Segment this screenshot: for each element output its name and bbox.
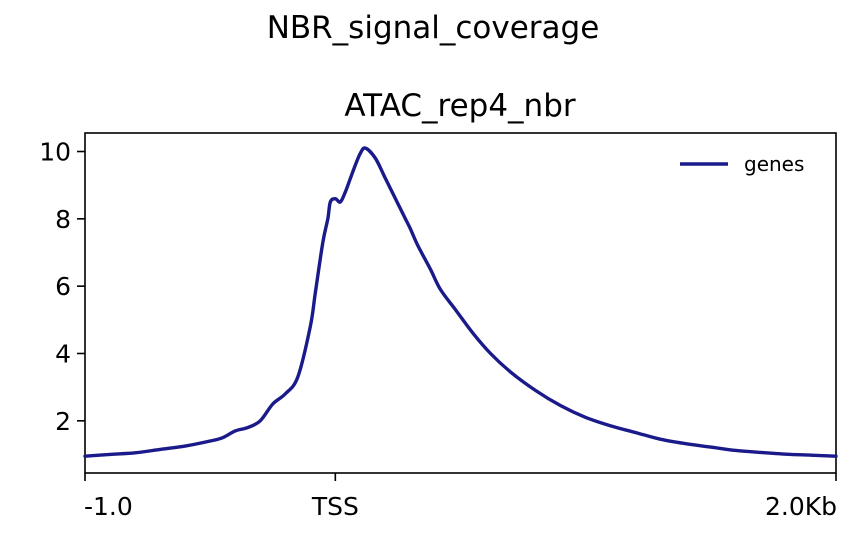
plot-frame <box>84 132 837 474</box>
y-tick-label: 4 <box>55 339 71 368</box>
x-axis: -1.0 TSS 2.0Kb <box>84 473 837 521</box>
y-tick-label: 2 <box>55 407 71 436</box>
x-tick-label: 2.0Kb <box>765 492 837 521</box>
y-axis: 2 4 6 8 10 <box>39 138 85 436</box>
legend-label: genes <box>744 152 804 176</box>
y-tick-label: 10 <box>39 138 71 167</box>
legend: genes <box>680 152 804 176</box>
y-tick-label: 6 <box>55 272 71 301</box>
y-tick-label: 8 <box>55 205 71 234</box>
series-line-genes <box>83 146 838 458</box>
x-tick-label: -1.0 <box>84 492 133 521</box>
x-tick-label: TSS <box>311 492 359 521</box>
series-layer <box>83 146 838 458</box>
figure-title: NBR_signal_coverage <box>267 10 600 46</box>
chart-title: ATAC_rep4_nbr <box>344 88 575 124</box>
